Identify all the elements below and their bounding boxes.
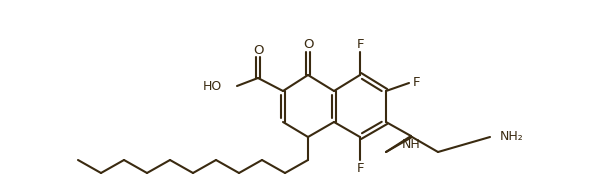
- Text: O: O: [253, 44, 263, 56]
- Text: NH₂: NH₂: [500, 131, 524, 143]
- Text: F: F: [356, 39, 363, 51]
- Text: F: F: [412, 76, 420, 89]
- Text: O: O: [303, 39, 313, 51]
- Text: NH: NH: [402, 137, 421, 151]
- Text: HO: HO: [203, 79, 222, 93]
- Text: F: F: [356, 161, 363, 175]
